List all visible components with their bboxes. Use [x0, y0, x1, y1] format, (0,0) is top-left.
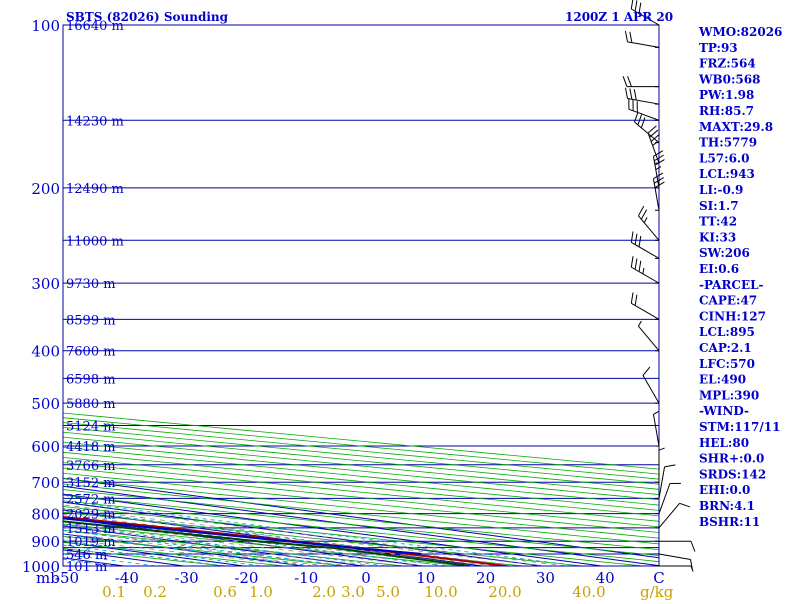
height-label: 5880 m [66, 397, 116, 412]
chart-title: SBTS (82026) Sounding [66, 10, 229, 24]
height-label: 5124 m [66, 420, 116, 435]
height-label: 8599 m [66, 313, 116, 328]
index-item: WB0:568 [698, 72, 760, 86]
index-item: HEL:80 [699, 436, 749, 450]
height-label: 9730 m [66, 277, 116, 292]
index-item: TH:5779 [699, 136, 757, 150]
pressure-tick-label: 200 [31, 180, 60, 198]
mixing-ratio-label: 10.0 [424, 583, 457, 600]
index-item: EHI:0.0 [699, 483, 750, 497]
temperature-tick-label: 30 [536, 569, 555, 587]
index-item: MPL:390 [699, 388, 759, 402]
mixing-ratio-label: 0.6 [213, 583, 237, 600]
index-item: FRZ:564 [699, 57, 756, 71]
height-label: 7600 m [66, 345, 116, 360]
mixing-ratio-label: 5.0 [376, 583, 400, 600]
mixing-ratio-label: 40.0 [572, 583, 605, 600]
pressure-tick-label: 100 [31, 17, 60, 35]
index-item: LFC:570 [699, 357, 755, 371]
mixing-ratio-label: 3.0 [341, 583, 365, 600]
index-item: CAPE:47 [699, 294, 757, 308]
index-item: RH:85.7 [699, 104, 754, 118]
mixing-ratio-label: 2.0 [312, 583, 336, 600]
mixing-ratio-label: 0.2 [143, 583, 167, 600]
height-label: 12490 m [66, 182, 124, 197]
temperature-tick-label: -30 [175, 569, 199, 587]
mixing-ratio-label: 0.1 [102, 583, 126, 600]
index-item: WMO:82026 [698, 25, 782, 39]
height-label: 6598 m [66, 372, 116, 387]
height-label: 3152 m [66, 476, 116, 491]
height-label: 3766 m [66, 459, 116, 474]
mixing-ratio-unit-label: g/kg [640, 583, 674, 600]
height-label: 2572 m [66, 492, 116, 507]
pressure-tick-label: 800 [31, 506, 60, 524]
index-item: LCL:943 [699, 167, 755, 181]
index-item: TP:93 [699, 41, 738, 55]
index-item: STM:117/11 [699, 420, 780, 434]
height-label: 2029 m [66, 508, 116, 523]
index-item: SW:206 [699, 246, 750, 260]
index-item: BRN:4.1 [699, 499, 755, 513]
pressure-tick-label: 400 [31, 343, 60, 361]
index-item: TT:42 [699, 215, 737, 229]
index-item: KI:33 [699, 230, 736, 244]
height-label: 4418 m [66, 440, 116, 455]
index-item: EI:0.6 [699, 262, 739, 276]
index-item: CINH:127 [699, 309, 766, 323]
pressure-tick-label: 300 [31, 275, 60, 293]
pressure-tick-label: 900 [31, 533, 60, 551]
index-item: LI:-0.9 [699, 183, 743, 197]
index-item: PW:1.98 [699, 88, 754, 102]
pressure-tick-label: 500 [31, 395, 60, 413]
chart-time: 1200Z 1 APR 20 [565, 10, 673, 24]
index-item: LCL:895 [699, 325, 755, 339]
index-item: SHR+:0.0 [699, 452, 764, 466]
index-item: BSHR:11 [699, 515, 760, 529]
index-item: EL:490 [699, 373, 746, 387]
index-item: MAXT:29.8 [699, 120, 773, 134]
index-item: L57:6.0 [699, 151, 749, 165]
pressure-tick-label: 700 [31, 474, 60, 492]
pressure-unit-label: mb [36, 569, 60, 587]
index-item: CAP:2.1 [699, 341, 752, 355]
mixing-ratio-label: 20.0 [488, 583, 521, 600]
index-item: SRDS:142 [699, 467, 766, 481]
index-item: -PARCEL- [699, 278, 764, 292]
height-label: 11000 m [66, 234, 124, 249]
mixing-ratio-label: 1.0 [249, 583, 273, 600]
pressure-tick-label: 600 [31, 438, 60, 456]
index-item: SI:1.7 [699, 199, 739, 213]
index-item: -WIND- [699, 404, 749, 418]
height-label: 14230 m [66, 114, 124, 129]
